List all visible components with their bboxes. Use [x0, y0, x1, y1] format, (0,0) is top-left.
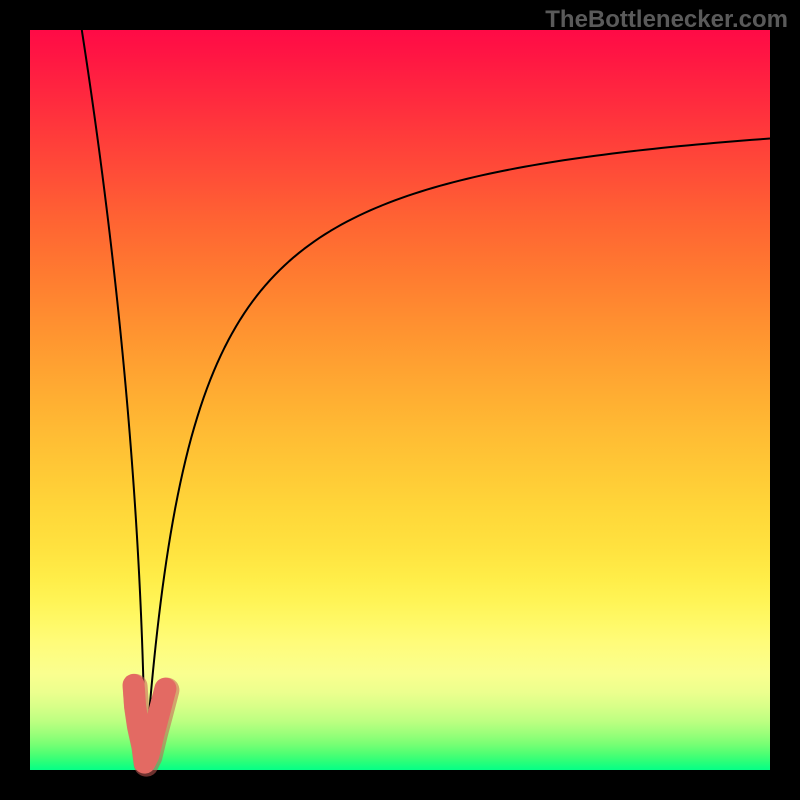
gradient-background: [30, 30, 770, 770]
bottleneck-chart: [0, 0, 800, 800]
chart-container: TheBottlenecker.com: [0, 0, 800, 800]
